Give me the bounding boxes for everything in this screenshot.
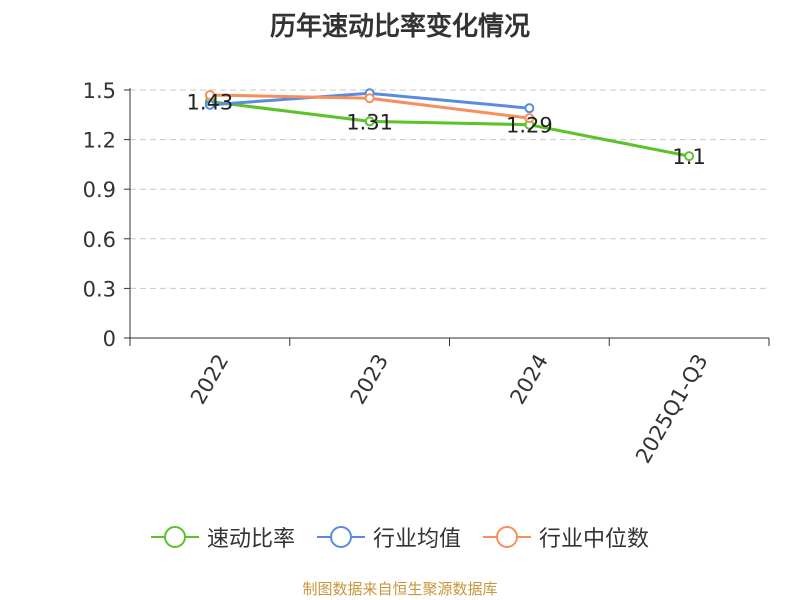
legend-swatch-icon — [150, 526, 199, 548]
data-label: 1.29 — [506, 114, 553, 138]
source-note: 制图数据来自恒生聚源数据库 — [302, 580, 498, 598]
y-tick-label: 0.3 — [83, 277, 116, 301]
data-labels: 1.43 1.31 1.29 1.1 — [186, 91, 705, 170]
legend-label: 行业均值 — [372, 527, 461, 552]
data-point — [364, 93, 375, 104]
x-tick-label: 2025Q1-Q3 — [631, 350, 713, 467]
data-label: 1.31 — [346, 110, 393, 134]
y-tick-label: 0 — [103, 327, 116, 351]
data-point — [204, 99, 215, 110]
legend-label: 速动比率 — [206, 527, 295, 552]
y-tick-label: 0.6 — [83, 228, 116, 252]
data-point — [524, 103, 535, 114]
x-tick-label: 2023 — [346, 350, 394, 408]
series-line — [209, 100, 690, 158]
chart-title: 历年速动比率变化情况 — [269, 12, 530, 42]
y-tick-label: 1.2 — [83, 129, 116, 153]
y-tick-label: 1.5 — [83, 79, 116, 103]
legend-item[interactable]: 行业均值 — [316, 521, 461, 553]
legend-swatch-icon — [483, 526, 531, 548]
data-label: 1.43 — [186, 91, 233, 115]
data-label: 1.1 — [672, 145, 705, 169]
y-tick-label: 0.9 — [83, 178, 116, 202]
series — [204, 88, 695, 162]
legend: 速动比率 行业均值 行业中位数 — [0, 520, 800, 554]
legend-item[interactable]: 行业中位数 — [483, 521, 649, 553]
x-tick-label: 2022 — [186, 350, 234, 408]
data-point — [684, 151, 695, 162]
axes: 0 0.3 0.6 0.9 1.2 1.5 2022 2023 2024 2025Q1-Q3 — [83, 79, 770, 467]
data-point — [204, 89, 215, 100]
x-tick-label: 2024 — [505, 350, 553, 408]
data-point — [364, 116, 375, 127]
legend-item[interactable]: 速动比率 — [150, 521, 295, 553]
legend-swatch-icon — [316, 526, 365, 548]
gridlines — [130, 89, 769, 289]
legend-label: 行业中位数 — [539, 527, 650, 552]
data-point — [524, 113, 535, 124]
